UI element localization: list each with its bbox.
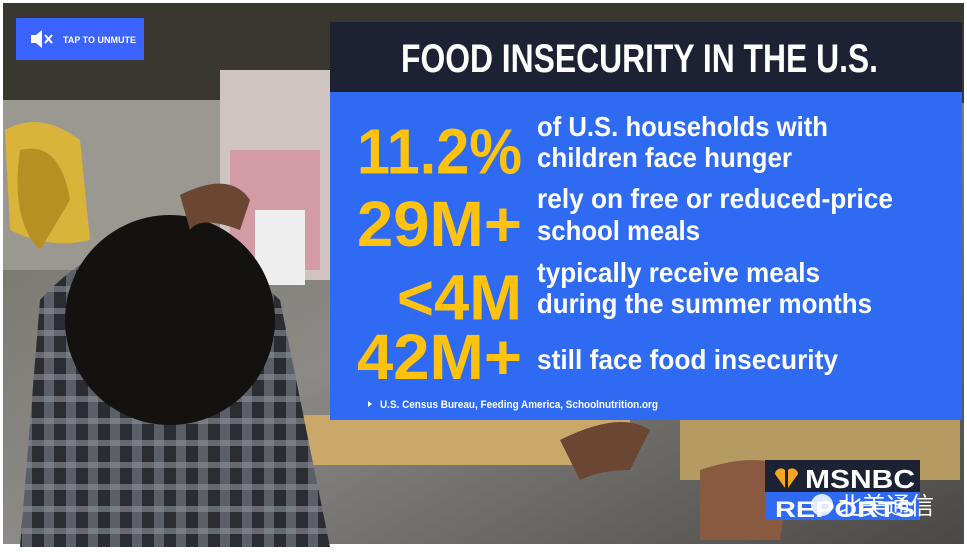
stat-figure: 29M+ [357,188,522,260]
stat-figure: <4M [397,262,522,334]
stat-text: still face food insecurity [537,344,838,375]
show-name: REPORTS [775,497,915,522]
unmute-button[interactable]: TAP TO UNMUTE [16,18,144,60]
stat-figure: 42M+ [357,321,522,393]
network-name: MSNBC [805,464,915,494]
title: FOOD INSECURITY IN THE U.S. [401,37,878,81]
watermark-text: 北美通信 [838,493,934,520]
stat-text: school meals [537,215,700,246]
stat-text: rely on free or reduced-price [537,183,893,214]
unmute-label[interactable]: TAP TO UNMUTE [63,35,136,45]
source-arrow [368,401,372,407]
stat-text: children face hunger [537,142,792,173]
source: U.S. Census Bureau, Feeding America, Sch… [380,399,658,411]
stat-text: of U.S. households with [537,111,828,142]
infographic: FOOD INSECURITY IN THE U.S. 11.2% of U.S.… [330,22,962,420]
watermark: 北美通信 [811,493,934,520]
stat-figure: 11.2% [357,116,522,188]
network-logo: MSNBC REPORTS [765,460,920,522]
stat-text: typically receive meals [537,257,820,288]
stat-text: during the summer months [537,288,872,319]
